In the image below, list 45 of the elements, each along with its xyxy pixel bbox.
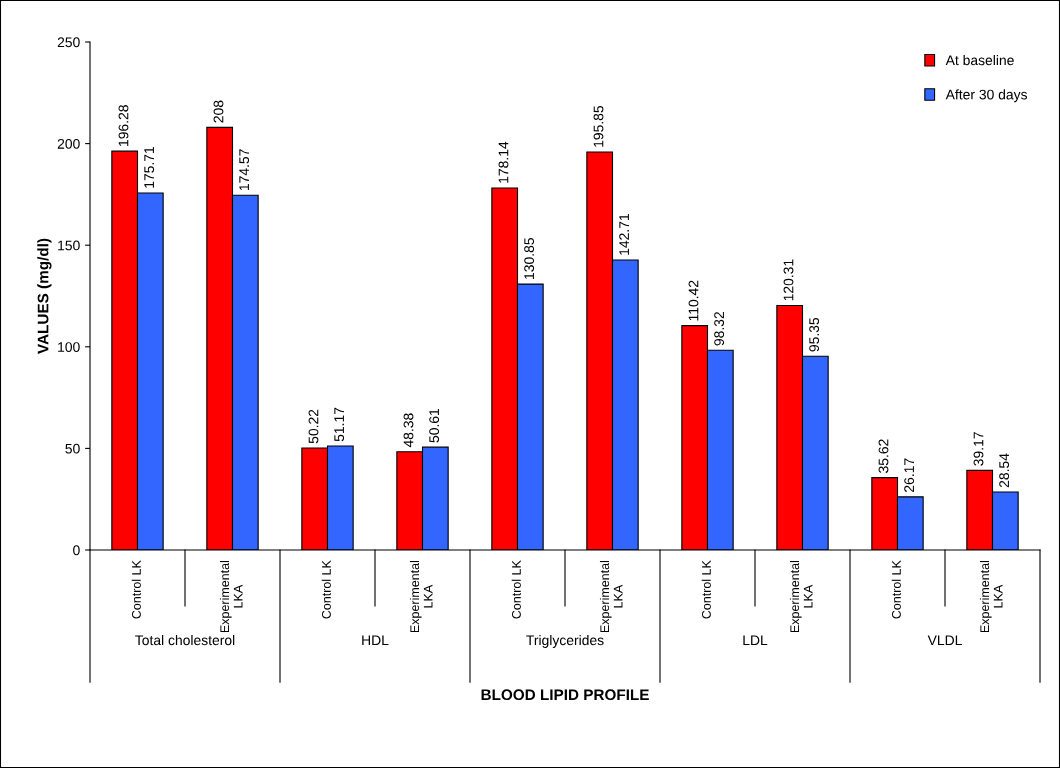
data-label: 196.28 [118,105,129,146]
x-tick-label: Control LK [891,560,901,619]
y-axis-title: VALUES (mg/dl) [37,238,52,354]
data-label: 51.17 [334,407,345,442]
data-label: 208 [213,100,224,123]
data-label: 174.57 [239,149,250,191]
x-tick-label: Experimental LKA [599,560,623,633]
x-tick-label: Experimental LKA [979,560,1003,633]
x-tick-label: Control LK [321,560,331,619]
text: HDL [362,635,389,646]
y-tick-label: 50 [65,443,80,454]
text: VLDL [927,635,962,646]
y-tick-label: 0 [73,545,80,556]
data-label: 98.32 [714,311,725,346]
data-label: 175.71 [144,146,155,188]
text: LDL [743,635,768,646]
y-tick-label: 100 [58,342,80,352]
x-tick-label: Experimental LKA [789,560,813,633]
legend-label: After 30 days [945,89,1027,103]
x-axis-title: BLOOD LIPID PROFILE [481,689,649,701]
legend-label: At baseline [945,54,1014,66]
data-label: 39.17 [973,432,984,466]
data-label: 130.85 [524,238,535,279]
data-label: 142.71 [619,214,629,255]
data-label: 110.42 [688,280,699,321]
data-label: 50.61 [429,408,440,443]
data-label: 48.38 [403,413,414,448]
data-label: 50.22 [308,409,319,444]
data-label: 95.35 [809,317,820,352]
data-label: 35.62 [878,439,889,473]
x-tick-label: Control LK [511,560,521,619]
data-label: 178.14 [498,141,509,183]
y-tick-label: 250 [57,37,80,48]
x-tick-label: Control LK [701,560,711,619]
data-label: 195.85 [593,105,604,147]
text: Triglycerides [526,634,604,648]
x-tick-label: Experimental LKA [219,560,243,633]
y-tick-label: 200 [57,138,80,149]
data-label: 28.54 [999,453,1010,488]
x-tick-label: Experimental LKA [409,560,433,633]
x-tick-label: Control LK [131,560,141,619]
data-label: 26.17 [904,458,915,492]
data-label: 120.31 [783,259,794,301]
y-tick-label: 150 [58,240,80,251]
text: Total cholesterol [135,634,235,646]
